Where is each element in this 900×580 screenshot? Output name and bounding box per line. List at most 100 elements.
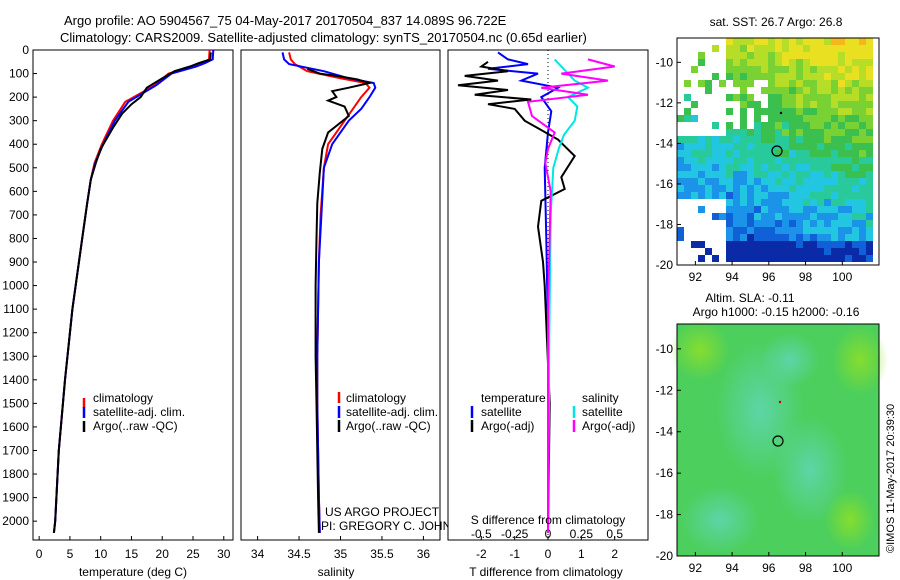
sst-cell (796, 150, 803, 157)
sst-cell (838, 199, 845, 206)
sst-cell (810, 164, 817, 171)
sst-cell (684, 185, 691, 192)
sst-cell (824, 59, 831, 66)
sst-cell (705, 157, 712, 164)
sst-cell (677, 150, 684, 157)
sst-cell (803, 122, 810, 129)
sst-cell (838, 192, 845, 199)
depth-tick-label: 800 (9, 231, 29, 245)
sst-cell (726, 248, 733, 255)
sst-cell (768, 38, 775, 45)
sst-cell (747, 45, 754, 52)
sst-cell (838, 143, 845, 150)
sst-cell (768, 227, 775, 234)
sst-cell (824, 129, 831, 136)
sst-cell (817, 66, 824, 73)
sst-cell (726, 199, 733, 206)
sst-cell (866, 136, 873, 143)
sst-cell (859, 66, 866, 73)
sst-cell (845, 150, 852, 157)
legend-s-argo: Argo(-adj) (582, 419, 635, 433)
temperature-panel: 0100200300400500600700800900100011001200… (2, 43, 234, 579)
sst-cell (754, 122, 761, 129)
sst-cell (768, 241, 775, 248)
x-tick-label: 1 (578, 547, 585, 561)
sst-cell (761, 255, 768, 262)
sst-cell (796, 122, 803, 129)
sst-cell (782, 199, 789, 206)
sst-cell (782, 94, 789, 101)
sst-cell (838, 66, 845, 73)
legend-climatology-sal: climatology (346, 391, 406, 405)
sst-cell (754, 227, 761, 234)
sst-cell (782, 80, 789, 87)
sst-cell (810, 94, 817, 101)
sst-cell (768, 129, 775, 136)
sst-cell (796, 192, 803, 199)
sst-cell (831, 241, 838, 248)
header-line-2: Climatology: CARS2009. Satellite-adjuste… (60, 30, 587, 45)
sst-cell (698, 164, 705, 171)
depth-tick-label: 1900 (2, 491, 29, 505)
sst-cell (789, 178, 796, 185)
sst-cell (775, 94, 782, 101)
sst-cell (838, 234, 845, 241)
sst-cell (824, 178, 831, 185)
sst-cell (712, 178, 719, 185)
sst-cell (761, 248, 768, 255)
sst-cell (726, 66, 733, 73)
sst-cell (754, 108, 761, 115)
sst-cell (845, 199, 852, 206)
sst-cell (852, 136, 859, 143)
sst-cell (761, 171, 768, 178)
sst-cell (852, 157, 859, 164)
sst-cell (768, 178, 775, 185)
sst-cell (726, 129, 733, 136)
sst-cell (775, 52, 782, 59)
sst-cell (859, 213, 866, 220)
sst-cell (789, 213, 796, 220)
sst-cell (866, 178, 873, 185)
sst-cell (852, 255, 859, 262)
sst-cell (866, 59, 873, 66)
sst-cell (852, 185, 859, 192)
sst-cell (852, 94, 859, 101)
sst-cell (831, 94, 838, 101)
sst-cell (852, 171, 859, 178)
sst-cell (747, 178, 754, 185)
sst-cell (705, 150, 712, 157)
sst-cell (859, 178, 866, 185)
depth-tick-label: 500 (9, 161, 29, 175)
temperature-xlabel: temperature (deg C) (79, 565, 187, 579)
sst-cell (726, 213, 733, 220)
sst-cell (810, 234, 817, 241)
sst-cell (775, 80, 782, 87)
sst-cell (768, 94, 775, 101)
sst-cell (775, 129, 782, 136)
x-tick-label: 34 (251, 547, 265, 561)
sst-cell (733, 227, 740, 234)
sst-cell (782, 178, 789, 185)
sst-cell (838, 129, 845, 136)
sst-cell (712, 185, 719, 192)
sst-cell (789, 157, 796, 164)
sst-cell (740, 80, 747, 87)
sst-cell (859, 122, 866, 129)
sst-cell (803, 115, 810, 122)
legend-satellite-adj: satellite-adj. clim. (93, 405, 185, 419)
sst-cell (810, 213, 817, 220)
sst-cell (789, 80, 796, 87)
sst-cell (677, 136, 684, 143)
sst-cell (803, 185, 810, 192)
sst-cell (747, 66, 754, 73)
sst-cell (817, 101, 824, 108)
sst-cell (775, 73, 782, 80)
sst-cell (803, 73, 810, 80)
sst-cell (775, 157, 782, 164)
sst-cell (754, 234, 761, 241)
sst-cell (803, 192, 810, 199)
sst-cell (726, 192, 733, 199)
sst-cell (866, 45, 873, 52)
depth-tick-label: 1800 (2, 467, 29, 481)
sst-cell (733, 150, 740, 157)
